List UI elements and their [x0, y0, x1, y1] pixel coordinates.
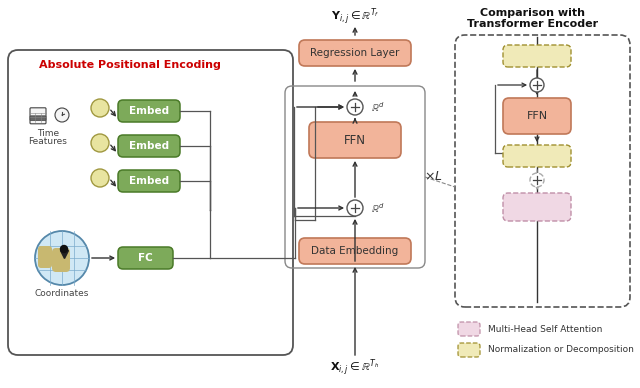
FancyBboxPatch shape: [52, 248, 70, 272]
FancyBboxPatch shape: [503, 98, 571, 134]
Text: Transformer Encoder: Transformer Encoder: [467, 19, 598, 29]
Text: Multi-Head Self Attention: Multi-Head Self Attention: [488, 324, 602, 334]
Text: FC: FC: [138, 253, 152, 263]
Text: Comparison with: Comparison with: [481, 8, 586, 18]
FancyBboxPatch shape: [299, 40, 411, 66]
Circle shape: [91, 99, 109, 117]
Text: Embed: Embed: [129, 176, 169, 186]
FancyBboxPatch shape: [309, 122, 401, 158]
Text: FFN: FFN: [344, 133, 366, 147]
Circle shape: [530, 78, 544, 92]
Circle shape: [347, 99, 363, 115]
Text: Embed: Embed: [129, 106, 169, 116]
Text: FFN: FFN: [527, 111, 548, 121]
Circle shape: [347, 200, 363, 216]
FancyBboxPatch shape: [299, 238, 411, 264]
FancyBboxPatch shape: [118, 100, 180, 122]
FancyBboxPatch shape: [38, 246, 52, 268]
Text: $\mathbb{R}^d$: $\mathbb{R}^d$: [371, 100, 385, 114]
Text: Absolute Positional Encoding: Absolute Positional Encoding: [39, 60, 221, 70]
Circle shape: [91, 134, 109, 152]
FancyBboxPatch shape: [118, 170, 180, 192]
Text: $\mathbf{Y}_{i,j}\in\mathbb{R}^{T_f}$: $\mathbf{Y}_{i,j}\in\mathbb{R}^{T_f}$: [331, 5, 380, 26]
Text: $\mathbf{X}_{i,j}\in\mathbb{R}^{T_h}$: $\mathbf{X}_{i,j}\in\mathbb{R}^{T_h}$: [330, 357, 380, 379]
Text: Embed: Embed: [129, 141, 169, 151]
Circle shape: [61, 246, 67, 253]
FancyBboxPatch shape: [30, 108, 46, 124]
FancyBboxPatch shape: [30, 116, 46, 121]
Text: Normalization or Decomposition: Normalization or Decomposition: [488, 345, 634, 355]
Text: $\mathbb{R}^d$: $\mathbb{R}^d$: [371, 201, 385, 215]
FancyBboxPatch shape: [458, 322, 480, 336]
FancyBboxPatch shape: [8, 50, 293, 355]
FancyBboxPatch shape: [503, 193, 571, 221]
Text: Coordinates: Coordinates: [35, 289, 89, 298]
Text: $\times L$: $\times L$: [424, 170, 442, 184]
Circle shape: [35, 231, 89, 285]
FancyBboxPatch shape: [118, 247, 173, 269]
Circle shape: [55, 108, 69, 122]
Text: Features: Features: [29, 137, 67, 147]
Text: Time: Time: [37, 128, 59, 137]
FancyBboxPatch shape: [458, 343, 480, 357]
Text: Data Embedding: Data Embedding: [312, 246, 399, 256]
Text: Regression Layer: Regression Layer: [310, 48, 400, 58]
Circle shape: [530, 173, 544, 187]
FancyBboxPatch shape: [118, 135, 180, 157]
FancyBboxPatch shape: [503, 45, 571, 67]
FancyBboxPatch shape: [503, 145, 571, 167]
Circle shape: [91, 169, 109, 187]
